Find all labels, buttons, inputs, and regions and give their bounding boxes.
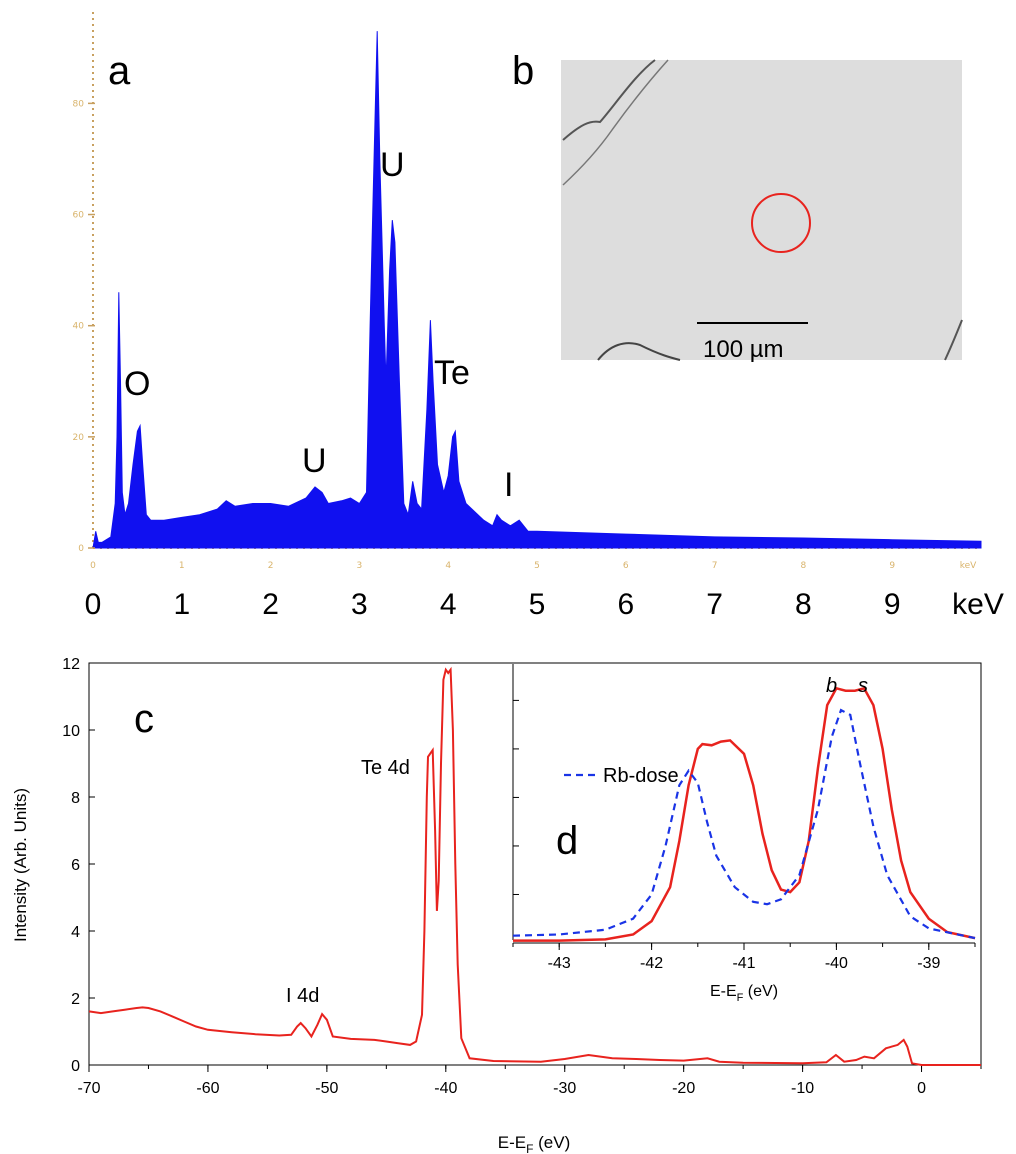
crystal-edge-bottom-right — [944, 319, 963, 361]
panel-c-x-tick-label: -60 — [196, 1080, 219, 1097]
panel-c-label: c — [134, 697, 154, 741]
panel-a-small-x-tick-label: keV — [960, 561, 977, 571]
panel-a-y-tick-label: 60 — [73, 211, 85, 221]
panel-a-x-tick-label: 5 — [529, 588, 546, 621]
panel-a-label: a — [108, 49, 131, 93]
panel-a-x-tick-label: 6 — [617, 588, 634, 621]
panel-a-small-x-tick-label: 5 — [534, 561, 540, 571]
panel-a-small-x-tick-label: 1 — [179, 561, 185, 571]
panel-c-x-tick-label: -50 — [315, 1080, 338, 1097]
panel-a-x-tick-label: 8 — [795, 588, 812, 621]
panel-d-x-tick-label: -39 — [917, 955, 940, 972]
legend-rb-dose-label: Rb-dose — [603, 765, 679, 787]
panel-a-small-x-tick-label: 2 — [268, 561, 274, 571]
panel-a-x-tick-label: 2 — [262, 588, 279, 621]
crystal-edge-top-left-2 — [562, 59, 669, 186]
panel-c-x-tick-label: -70 — [77, 1080, 100, 1097]
panel-a-small-x-tick-label: 8 — [801, 561, 807, 571]
i-4d-label: I 4d — [286, 985, 319, 1007]
panel-a-small-x-tick-label: 0 — [90, 561, 96, 571]
panel-c-y-label: Intensity (Arb. Units) — [11, 788, 30, 942]
rb-dose-spectrum-line — [512, 708, 976, 940]
panel-d-x-tick-label: -43 — [548, 955, 571, 972]
panel-c-photoemission: 0 2 4 6 8 10 12 -70 -60 -50 -40 -30 -20 -10 0 c Te 4d… — [11, 656, 982, 1154]
micrograph-gradient — [561, 60, 962, 360]
panel-a-x-tick-label: 0 — [85, 588, 102, 621]
peak-label-te: Te — [434, 354, 470, 392]
panel-c-x-tick-label: 0 — [917, 1080, 926, 1097]
panel-c-x-tick-label: -10 — [791, 1080, 814, 1097]
panel-d-x-tick-label: -41 — [732, 955, 755, 972]
measurement-spot-circle — [751, 193, 811, 253]
te-4d-label: Te 4d — [361, 757, 410, 779]
panel-c-y-tick-label: 0 — [71, 1058, 80, 1075]
panel-c-x-tick-label: -20 — [672, 1080, 695, 1097]
panel-a-small-x-tick-label: 6 — [623, 561, 629, 571]
panel-a-x-tick-label: keV — [952, 588, 1004, 621]
panel-a-x-tick-label: 3 — [351, 588, 368, 621]
panel-a-x-tick-label: 4 — [440, 588, 457, 621]
panel-a-small-x-tick-label: 3 — [357, 561, 363, 571]
panel-a-small-x-tick-label: 7 — [712, 561, 718, 571]
panel-c-x-label: E-EF (eV) — [498, 1133, 571, 1154]
panel-a-small-x-tick-label: 4 — [445, 561, 451, 571]
panel-c-y-tick-label: 4 — [71, 924, 80, 941]
panel-c-y-tick-label: 8 — [71, 790, 80, 807]
panel-b-label: b — [512, 49, 534, 93]
panel-a-y-tick-label: 20 — [73, 433, 85, 443]
panel-d-inset: -43 -42 -41 -40 -39 Rb-dose d b s E-EF (eV) — [511, 664, 980, 1004]
crystal-edge-bottom — [597, 342, 681, 361]
peak-label-u-main: U — [380, 146, 405, 184]
edx-spectrum-area — [92, 31, 982, 549]
scale-bar-label: 100 µm — [703, 336, 784, 363]
panel-a-x-tick-label: 9 — [884, 588, 901, 621]
panel-d-x-tick-label: -40 — [825, 955, 848, 972]
panel-d-background — [511, 664, 980, 958]
panel-c-x-tick-label: -30 — [553, 1080, 576, 1097]
panel-c-y-tick-label: 12 — [62, 656, 80, 673]
pristine-spectrum-line — [513, 686, 976, 942]
panel-d-label: d — [556, 819, 578, 863]
panel-a-small-x-tick-label: 9 — [889, 561, 895, 571]
panel-a-x-tick-label: 7 — [706, 588, 723, 621]
panel-a-y-tick-label: 40 — [73, 322, 85, 332]
panel-c-x-tick-label: -40 — [434, 1080, 457, 1097]
panel-b-micrograph: 100 µm b — [512, 49, 963, 363]
panel-d-x-tick-label: -42 — [640, 955, 663, 972]
peak-label-s: s — [858, 675, 868, 697]
te-i-core-level-spectrum — [88, 666, 981, 1066]
panel-d-x-label: E-EF (eV) — [710, 983, 778, 1004]
panel-c-y-tick-label: 10 — [62, 723, 80, 740]
panel-a-x-tick-label: 1 — [173, 588, 190, 621]
panel-a-y-tick-label: 0 — [78, 544, 84, 554]
panel-a-y-tick-label: 80 — [73, 99, 85, 109]
peak-label-u-small: U — [302, 442, 327, 480]
peak-label-o: O — [124, 365, 150, 403]
panel-c-y-tick-label: 2 — [71, 991, 80, 1008]
panel-c-y-tick-label: 6 — [71, 857, 80, 874]
peak-label-i: I — [504, 466, 513, 504]
crystal-edge-top-left — [562, 59, 656, 141]
peak-label-b: b — [826, 675, 837, 697]
